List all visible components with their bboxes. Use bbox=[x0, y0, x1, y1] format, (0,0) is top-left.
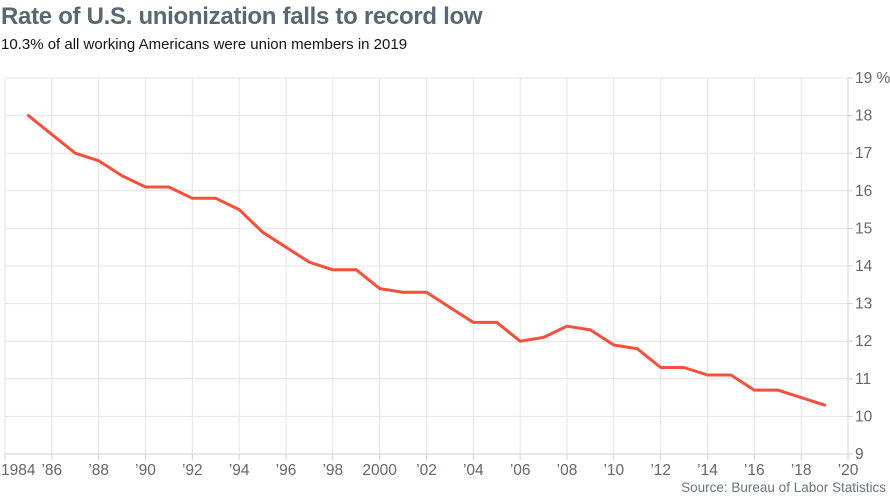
y-tick-label: 13 bbox=[855, 296, 872, 313]
y-tick-label: 10 bbox=[855, 408, 873, 425]
y-tick-label: 17 bbox=[855, 145, 872, 162]
x-tick-label: ’86 bbox=[41, 462, 62, 479]
x-tick-label: ’06 bbox=[510, 462, 531, 479]
x-tick-label: ’94 bbox=[229, 462, 250, 479]
y-tick-label: 9 bbox=[855, 446, 864, 463]
x-tick-label: ’98 bbox=[322, 462, 343, 479]
x-tick-label: ’92 bbox=[182, 462, 203, 479]
x-tick-label: ’08 bbox=[557, 462, 578, 479]
y-tick-label: 18 bbox=[855, 108, 872, 125]
y-tick-label: 11 bbox=[855, 371, 871, 388]
x-tick-label: ’04 bbox=[463, 462, 484, 479]
x-tick-label: ’88 bbox=[88, 462, 109, 479]
x-tick-label: 1984 bbox=[1, 462, 36, 479]
y-tick-label: 14 bbox=[855, 258, 873, 275]
x-tick-label: ’96 bbox=[276, 462, 297, 479]
union-rate-line bbox=[26, 114, 827, 407]
x-tick-label: ’12 bbox=[650, 462, 671, 479]
y-tick-label: 16 bbox=[855, 183, 872, 200]
x-tick-label: ’18 bbox=[791, 462, 812, 479]
y-tick-label: 19 % bbox=[855, 70, 890, 87]
y-tick-label: 12 bbox=[855, 333, 872, 350]
page-subtitle: 10.3% of all working Americans were unio… bbox=[1, 36, 408, 53]
x-tick-label: ’16 bbox=[744, 462, 765, 479]
x-tick-label: ’20 bbox=[838, 462, 859, 479]
y-tick-label: 15 bbox=[855, 220, 872, 237]
page-title: Rate of U.S. unionization falls to recor… bbox=[1, 3, 483, 30]
x-tick-label: ’02 bbox=[416, 462, 437, 479]
x-tick-label: ’14 bbox=[697, 462, 718, 479]
x-tick-label: ’10 bbox=[603, 462, 624, 479]
x-tick-label: ’90 bbox=[135, 462, 156, 479]
x-tick-label: 2000 bbox=[362, 462, 397, 479]
source-label: Source: Bureau of Labor Statistics bbox=[681, 480, 886, 495]
